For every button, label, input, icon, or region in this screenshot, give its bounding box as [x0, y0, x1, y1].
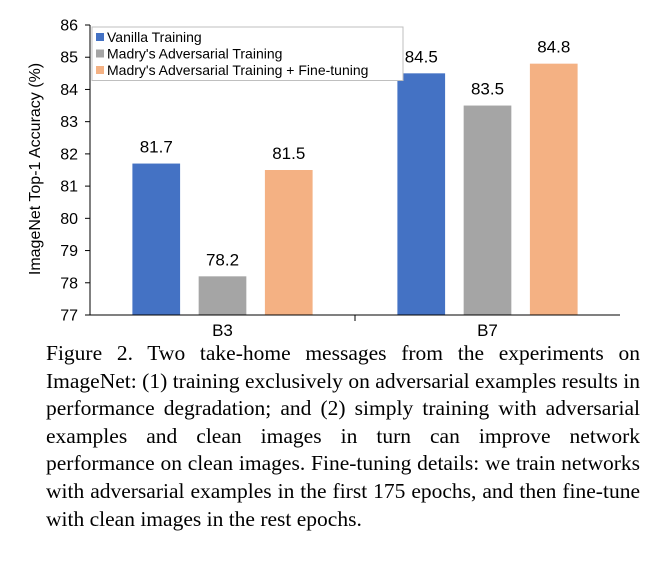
y-tick-label: 79 — [60, 243, 78, 260]
legend-swatch — [96, 49, 104, 58]
y-tick-label: 86 — [60, 18, 78, 35]
data-label: 81.5 — [272, 144, 305, 163]
legend-box — [91, 26, 404, 81]
bar-b3-series-1 — [198, 276, 247, 315]
bar-b3-series-0 — [132, 163, 181, 315]
y-tick-label: 83 — [60, 114, 78, 131]
data-label: 84.5 — [405, 47, 438, 66]
x-axis-ticks: B3 B7 — [212, 315, 498, 340]
legend-label: Madry's Adversarial Training + Fine-tuni… — [107, 62, 368, 78]
bar-b7-series-0 — [397, 73, 446, 315]
data-label: 83.5 — [471, 80, 504, 99]
legend-swatch — [96, 33, 104, 41]
legend-swatch — [96, 66, 104, 74]
bar-b7-series-2 — [529, 63, 578, 315]
legend-label: Vanilla Training — [107, 29, 202, 45]
y-tick-label: 84 — [60, 82, 78, 99]
bar-b3-series-2 — [264, 170, 313, 315]
y-tick-label: 82 — [60, 146, 78, 163]
bar-b7-series-1 — [463, 105, 512, 315]
legend-label: Madry's Adversarial Training — [107, 46, 282, 62]
y-tick-label: 80 — [60, 211, 78, 228]
bar-chart: ImageNet Top-1 Accuracy (%) 77 78 79 80 81 82… — [27, 18, 620, 340]
y-tick-label: 85 — [60, 50, 78, 67]
y-tick-label: 77 — [60, 308, 78, 325]
bars — [132, 63, 578, 315]
y-tick-label: 81 — [60, 179, 78, 196]
y-axis-label: ImageNet Top-1 Accuracy (%) — [27, 63, 44, 275]
y-tick-label: 78 — [60, 275, 78, 292]
figure-caption: Figure 2. Two take-home messages from th… — [46, 341, 640, 531]
x-tick-label: B3 — [212, 321, 233, 340]
data-label: 84.8 — [537, 38, 570, 57]
x-tick-label: B7 — [477, 321, 498, 340]
data-label: 78.2 — [206, 250, 239, 269]
data-label: 81.7 — [140, 138, 173, 157]
data-labels: 81.7 78.2 81.5 84.5 83.5 84.8 — [140, 38, 571, 270]
y-axis-ticks: 77 78 79 80 81 82 83 84 85 86 — [60, 18, 90, 325]
